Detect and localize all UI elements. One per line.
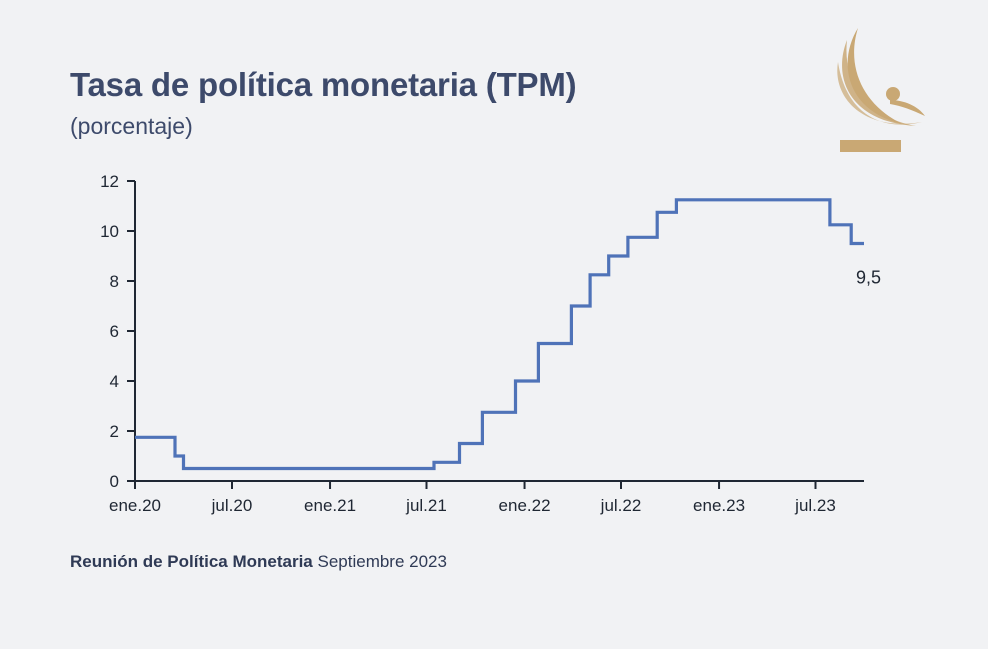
x-tick-label: ene.21 [304,496,356,515]
x-tick-label: jul.22 [600,496,642,515]
y-tick-label: 12 [100,172,119,191]
x-axis: ene.20 jul.20 ene.21 jul.21 ene.22 jul.22 ene.… [109,480,864,515]
y-axis: 0 2 4 6 8 10 12 [100,172,136,491]
y-tick-label: 0 [110,472,119,491]
footer-meeting-name: Reunión de Política Monetaria [70,552,313,571]
x-tick-label: ene.22 [499,496,551,515]
central-bank-logo-icon [837,28,925,152]
x-tick-label: jul.20 [211,496,253,515]
footer-caption: Reunión de Política Monetaria Septiembre… [70,552,447,572]
series-line-tpm [135,198,864,471]
chart-subtitle: (porcentaje) [70,113,193,139]
end-value-label: 9,5 [856,268,881,288]
footer-date: Septiembre 2023 [312,552,447,571]
chart-title: Tasa de política monetaria (TPM) [70,66,577,103]
y-tick-label: 6 [110,322,119,341]
x-tick-label: jul.21 [405,496,447,515]
y-tick-label: 8 [110,272,119,291]
y-tick-label: 10 [100,222,119,241]
x-tick-label: ene.20 [109,496,161,515]
y-tick-label: 2 [110,422,119,441]
x-tick-label: ene.23 [693,496,745,515]
x-tick-label: jul.23 [794,496,836,515]
y-tick-label: 4 [110,372,119,391]
